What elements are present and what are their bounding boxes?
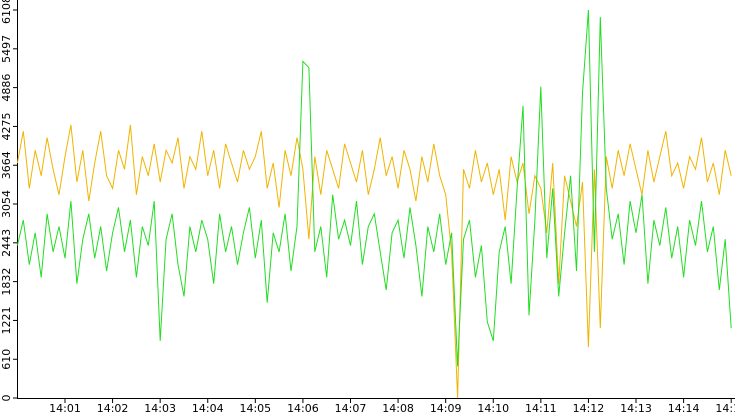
y-tick-label: 0 [0, 395, 13, 402]
y-tick-label: 4275 [0, 112, 13, 140]
y-tick-label: 3664 [0, 151, 13, 179]
x-tick-label: 14:10 [477, 402, 509, 415]
series-line [16, 124, 732, 399]
y-tick-label: 610 [0, 349, 13, 370]
y-tick-label: 3054 [0, 190, 13, 218]
x-tick-label: 14:14 [668, 402, 700, 415]
x-tick-label: 14:06 [287, 402, 319, 415]
x-tick-label: 14:11 [525, 402, 557, 415]
y-tick-label: 2443 [0, 229, 13, 257]
x-tick-label: 14:07 [335, 402, 367, 415]
x-tick-label: 14:08 [382, 402, 414, 415]
x-tick-label: 14:13 [620, 402, 652, 415]
x-tick-label: 14:02 [97, 402, 129, 415]
x-tick-label: 14:12 [573, 402, 605, 415]
x-tick-label: 14:05 [239, 402, 271, 415]
y-tick-label: 1221 [0, 306, 13, 334]
x-tick-label: 14:01 [49, 402, 81, 415]
series-line [16, 9, 732, 367]
y-tick-label: 6108 [0, 0, 13, 24]
x-tick-label: 14:04 [192, 402, 224, 415]
x-tick-label: 14:03 [144, 402, 176, 415]
x-tick-label: 14:15 [715, 402, 735, 415]
y-tick-label: 1832 [0, 268, 13, 296]
y-tick-label: 4886 [0, 74, 13, 102]
x-tick-label: 14:09 [430, 402, 462, 415]
y-tick-label: 5497 [0, 35, 13, 63]
